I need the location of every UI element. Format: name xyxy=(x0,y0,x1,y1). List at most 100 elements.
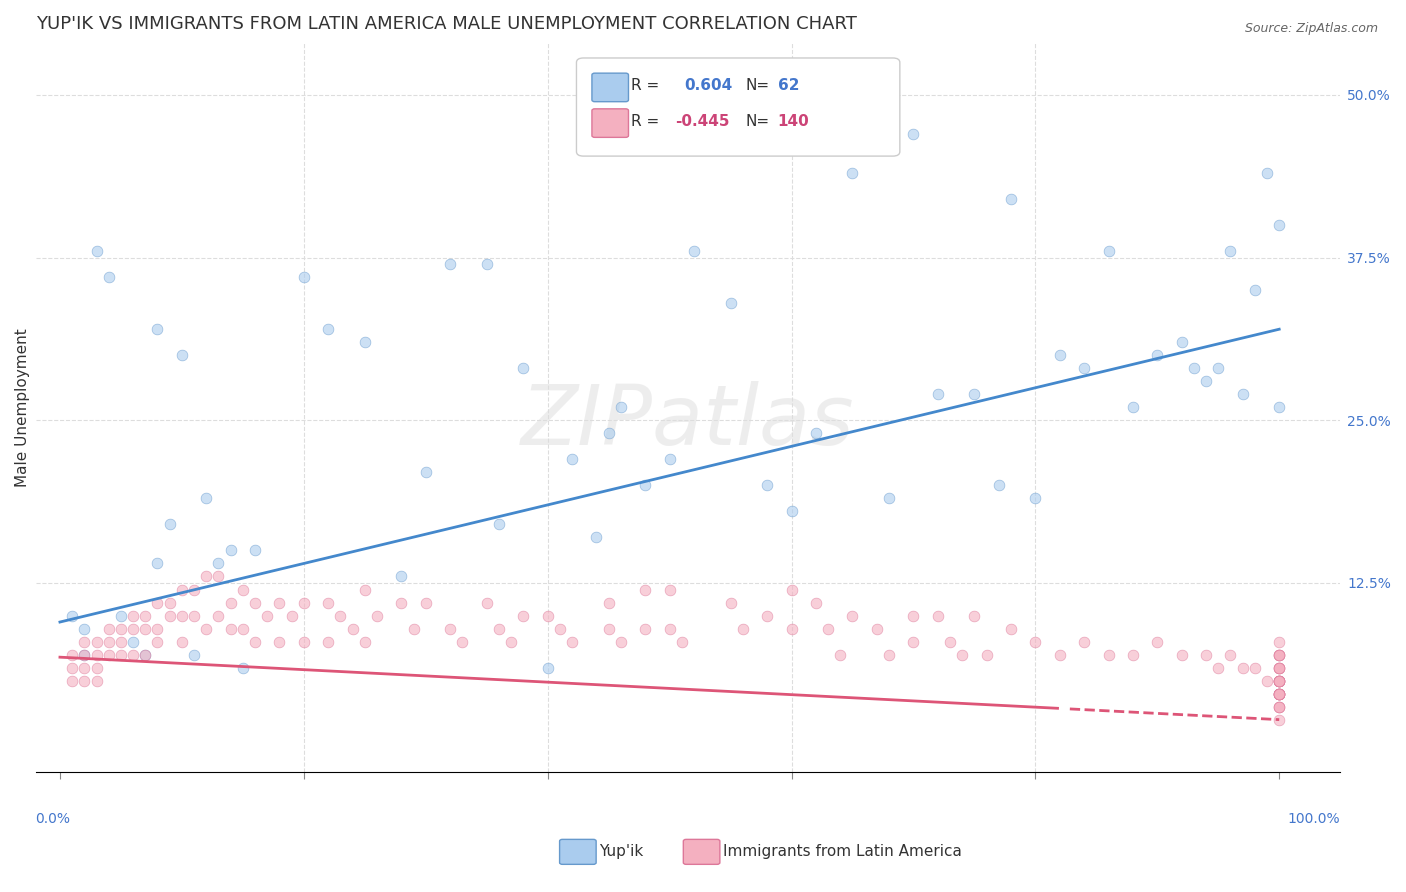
Text: -0.445: -0.445 xyxy=(675,114,730,128)
Point xyxy=(60,648,83,662)
Point xyxy=(475,257,498,271)
Text: Immigrants from Latin America: Immigrants from Latin America xyxy=(723,845,962,859)
Point xyxy=(1073,361,1095,376)
Point xyxy=(1195,648,1218,662)
Point xyxy=(1268,660,1291,674)
Point xyxy=(598,426,620,441)
Point xyxy=(1268,673,1291,688)
Point xyxy=(122,634,145,648)
Point xyxy=(159,517,181,532)
Point xyxy=(146,557,169,571)
Point xyxy=(134,648,156,662)
Point xyxy=(1256,166,1278,180)
Point xyxy=(1268,673,1291,688)
Point xyxy=(1219,244,1241,259)
Point xyxy=(1097,244,1119,259)
Point xyxy=(439,622,461,636)
Point xyxy=(841,166,863,180)
Text: R =: R = xyxy=(631,114,659,128)
Point xyxy=(146,595,169,609)
Point xyxy=(232,582,254,597)
Point xyxy=(195,569,218,583)
Point xyxy=(73,673,96,688)
Text: N=: N= xyxy=(745,78,769,93)
Point xyxy=(1268,401,1291,415)
Point xyxy=(939,634,962,648)
Point xyxy=(1268,687,1291,701)
Point xyxy=(841,608,863,623)
Point xyxy=(1268,673,1291,688)
Text: 0.0%: 0.0% xyxy=(35,812,70,826)
Point xyxy=(1232,660,1254,674)
Point xyxy=(866,622,889,636)
Point xyxy=(269,634,291,648)
Point xyxy=(183,648,205,662)
Point xyxy=(1268,687,1291,701)
Point xyxy=(1000,192,1022,206)
Point xyxy=(86,660,108,674)
Point xyxy=(219,622,242,636)
Point xyxy=(110,634,132,648)
Point xyxy=(316,595,339,609)
Point xyxy=(830,648,852,662)
Point xyxy=(73,622,96,636)
Point xyxy=(1268,673,1291,688)
Point xyxy=(122,608,145,623)
Point xyxy=(256,608,278,623)
Point xyxy=(243,634,266,648)
Text: N=: N= xyxy=(745,114,769,128)
Point xyxy=(927,608,949,623)
Point xyxy=(1024,634,1046,648)
Point xyxy=(146,622,169,636)
Point xyxy=(1146,634,1168,648)
Point xyxy=(97,622,120,636)
Point xyxy=(86,673,108,688)
Point xyxy=(183,582,205,597)
Point xyxy=(415,595,437,609)
Point xyxy=(720,296,742,310)
Point xyxy=(353,582,375,597)
Point xyxy=(731,622,754,636)
Text: Source: ZipAtlas.com: Source: ZipAtlas.com xyxy=(1244,22,1378,36)
Point xyxy=(1268,699,1291,714)
Point xyxy=(134,622,156,636)
Point xyxy=(207,569,229,583)
Y-axis label: Male Unemployment: Male Unemployment xyxy=(15,328,30,487)
Point xyxy=(451,634,474,648)
Point xyxy=(903,608,925,623)
Point xyxy=(122,648,145,662)
Point xyxy=(1268,648,1291,662)
Point xyxy=(60,673,83,688)
Point xyxy=(548,622,571,636)
Point xyxy=(292,270,315,285)
Point xyxy=(342,622,364,636)
Point xyxy=(963,387,986,401)
Point xyxy=(1268,687,1291,701)
Point xyxy=(488,622,510,636)
Point xyxy=(1268,673,1291,688)
Point xyxy=(1073,634,1095,648)
Point xyxy=(1243,660,1265,674)
Point xyxy=(292,634,315,648)
Point xyxy=(1170,335,1192,350)
Point xyxy=(1268,673,1291,688)
Point xyxy=(1195,374,1218,388)
Point xyxy=(1268,687,1291,701)
Point xyxy=(610,401,633,415)
Point xyxy=(610,634,633,648)
Point xyxy=(1219,648,1241,662)
Point xyxy=(598,622,620,636)
Point xyxy=(671,634,693,648)
Point xyxy=(1232,387,1254,401)
Point xyxy=(877,491,900,506)
Text: 140: 140 xyxy=(778,114,810,128)
Point xyxy=(146,322,169,336)
Point xyxy=(1268,660,1291,674)
Point xyxy=(159,608,181,623)
Point xyxy=(73,648,96,662)
Point xyxy=(756,608,779,623)
Point xyxy=(110,608,132,623)
Point xyxy=(927,387,949,401)
Point xyxy=(97,270,120,285)
Point xyxy=(817,622,839,636)
